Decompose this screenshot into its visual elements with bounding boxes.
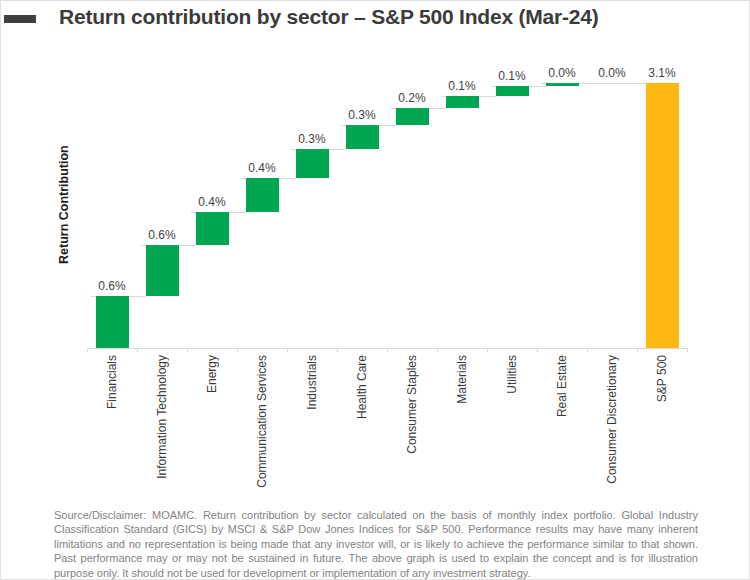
page-title: Return contribution by sector – S&P 500 … xyxy=(59,5,599,29)
bar-information-technology xyxy=(146,245,179,296)
value-label-utilities: 0.1% xyxy=(487,69,537,83)
value-label-consumer-staples: 0.2% xyxy=(387,91,437,105)
bar-health-care xyxy=(346,125,379,149)
category-label-industrials: Industrials xyxy=(305,355,319,410)
axis-tick xyxy=(437,348,438,352)
value-label-health-care: 0.3% xyxy=(337,108,387,122)
category-label-real-estate: Real Estate xyxy=(555,355,569,417)
category-label-health-care: Health Care xyxy=(355,355,369,419)
axis-tick xyxy=(287,348,288,352)
bar-energy xyxy=(196,212,229,245)
y-axis-title: Return Contribution xyxy=(57,61,71,348)
axis-tick xyxy=(237,348,238,352)
axis-tick xyxy=(87,348,88,352)
value-label-consumer-discretionary: 0.0% xyxy=(587,66,637,80)
axis-tick xyxy=(187,348,188,352)
source-disclaimer: Source/Disclaimer: MOAMC. Return contrib… xyxy=(54,508,698,580)
waterfall-chart: Return Contribution 0.6% Financials 0.6% In… xyxy=(1,61,750,506)
category-label-financials: Financials xyxy=(105,355,119,409)
value-label-industrials: 0.3% xyxy=(287,132,337,146)
value-label-financials: 0.6% xyxy=(87,279,137,293)
report-page: Return contribution by sector – S&P 500 … xyxy=(0,0,750,580)
axis-tick xyxy=(137,348,138,352)
category-label-information-technology: Information Technology xyxy=(155,355,169,479)
axis-tick xyxy=(537,348,538,352)
bar-industrials xyxy=(296,149,329,178)
axis-tick xyxy=(337,348,338,352)
bar-financials xyxy=(96,296,129,348)
category-label-consumer-discretionary: Consumer Discretionary xyxy=(605,355,619,484)
axis-tick xyxy=(687,348,688,352)
axis-tick xyxy=(587,348,588,352)
bar-utilities xyxy=(496,86,529,95)
bar-s-p-500 xyxy=(646,83,679,348)
connector-line xyxy=(591,83,646,84)
value-label-communication-services: 0.4% xyxy=(237,161,287,175)
title-dash-icon xyxy=(4,15,36,23)
bar-materials xyxy=(446,96,479,108)
category-label-energy: Energy xyxy=(205,355,219,393)
axis-tick xyxy=(637,348,638,352)
value-label-energy: 0.4% xyxy=(187,195,237,209)
value-label-s-p-500: 3.1% xyxy=(637,66,687,80)
value-label-information-technology: 0.6% xyxy=(137,228,187,242)
category-label-utilities: Utilities xyxy=(505,355,519,394)
value-label-real-estate: 0.0% xyxy=(537,66,587,80)
bar-communication-services xyxy=(246,178,279,212)
value-label-materials: 0.1% xyxy=(437,79,487,93)
axis-tick xyxy=(487,348,488,352)
category-label-consumer-staples: Consumer Staples xyxy=(405,355,419,454)
category-label-materials: Materials xyxy=(455,355,469,404)
bar-real-estate xyxy=(546,83,579,86)
axis-tick xyxy=(387,348,388,352)
category-label-s-p-500: S&P 500 xyxy=(655,355,669,402)
bar-consumer-staples xyxy=(396,108,429,125)
category-label-communication-services: Communication Services xyxy=(255,355,269,488)
